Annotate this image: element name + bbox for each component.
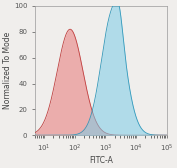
Y-axis label: Normalized To Mode: Normalized To Mode xyxy=(4,32,12,109)
X-axis label: FITC-A: FITC-A xyxy=(89,156,113,164)
